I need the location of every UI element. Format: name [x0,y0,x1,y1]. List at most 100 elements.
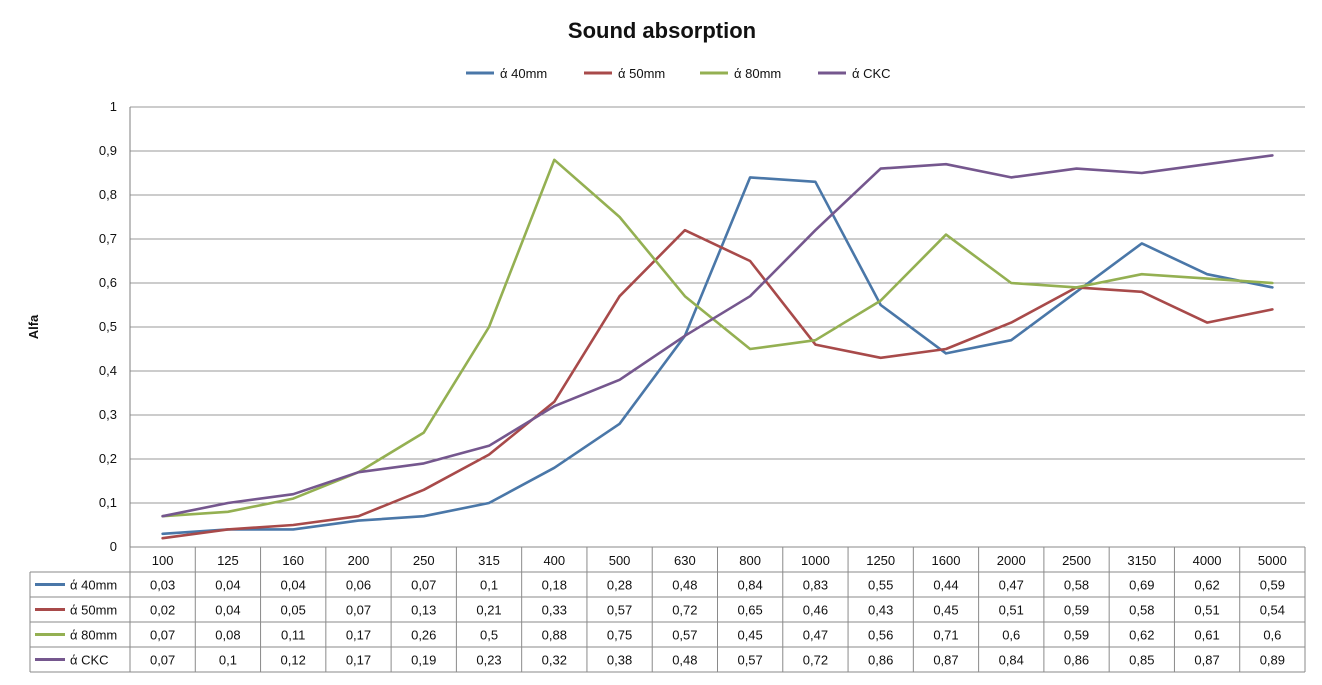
table-cell: 0,02 [150,603,175,618]
table-cell: 0,12 [281,653,306,668]
y-tick-label: 0,5 [99,319,117,334]
table-cell: 0,18 [542,578,567,593]
table-cell: 0,89 [1260,653,1285,668]
table-cell: 0,04 [281,578,306,593]
table-cell: 0,48 [672,653,697,668]
x-tick-label: 125 [217,553,239,568]
table-cell: 0,11 [281,628,305,643]
table-cell: 0,5 [480,628,498,643]
table-cell: 0,46 [803,603,828,618]
table-cell: 0,07 [346,603,371,618]
table-cell: 0,58 [1064,578,1089,593]
y-tick-label: 0,6 [99,275,117,290]
y-tick-label: 0,1 [99,495,117,510]
x-tick-label: 1000 [801,553,830,568]
table-cell: 0,86 [868,653,893,668]
table-cell: 0,57 [607,603,632,618]
table-row-header: ά 40mm [70,578,117,593]
table-cell: 0,06 [346,578,371,593]
table-cell: 0,54 [1260,603,1285,618]
y-tick-label: 0,7 [99,231,117,246]
legend-label-2: ά 50mm [618,66,665,81]
x-tick-label: 400 [543,553,565,568]
y-tick-label: 1 [110,99,117,114]
table-cell: 0,84 [999,653,1024,668]
data-table: 100 125 160 200 250 315 400 500 630 800 1000 1250 16… [29,546,1306,673]
table-row-header: ά CKC [70,653,109,668]
legend-label-1: ά 40mm [500,66,547,81]
y-tick-labels: 0 0,1 0,2 0,3 0,4 0,5 0,6 0,7 0,8 0,9 1 [99,99,117,554]
table-cell: 0,6 [1002,628,1020,643]
series-line-3 [161,158,1274,518]
x-tick-label: 630 [674,553,696,568]
y-tick-label: 0,8 [99,187,117,202]
series-lines [161,154,1274,540]
x-tick-label: 5000 [1258,553,1287,568]
table-cell: 0,05 [281,603,306,618]
series-line-1 [161,176,1274,536]
table-cell: 0,17 [346,653,371,668]
x-tick-label: 3150 [1127,553,1156,568]
table-cell: 0,45 [933,603,958,618]
x-tick-label: 800 [739,553,761,568]
y-tick-label: 0 [110,539,117,554]
y-tick-label: 0,4 [99,363,117,378]
table-cell: 0,59 [1064,603,1089,618]
table-cell: 0,43 [868,603,893,618]
table-cell: 0,84 [737,578,762,593]
table-cell: 0,45 [737,628,762,643]
chart-title: Sound absorption [568,18,756,43]
table-cell: 0,38 [607,653,632,668]
table-cell: 0,87 [933,653,958,668]
table-cell: 0,07 [411,578,436,593]
table-cell: 0,6 [1263,628,1281,643]
table-cell: 0,75 [607,628,632,643]
table-cell: 0,65 [737,603,762,618]
table-cell: 0,07 [150,653,175,668]
table-cell: 0,26 [411,628,436,643]
y-axis-label: Alfa [26,314,41,339]
x-tick-label: 200 [348,553,370,568]
x-tick-label: 2500 [1062,553,1091,568]
x-tick-label: 315 [478,553,500,568]
table-cell: 0,07 [150,628,175,643]
table-cell: 0,33 [542,603,567,618]
x-tick-label: 160 [282,553,304,568]
table-cell: 0,1 [480,578,498,593]
x-tick-label: 1600 [932,553,961,568]
table-cell: 0,55 [868,578,893,593]
table-cell: 0,13 [411,603,436,618]
x-tick-label: 2000 [997,553,1026,568]
table-cell: 0,44 [933,578,958,593]
table-row-header: ά 80mm [70,628,117,643]
table-cell: 0,04 [215,578,240,593]
table-cell: 0,71 [933,628,958,643]
table-cell: 0,59 [1064,628,1089,643]
table-cell: 0,51 [999,603,1024,618]
table-cell: 0,83 [803,578,828,593]
table-cell: 0,28 [607,578,632,593]
table-cell: 0,1 [219,653,237,668]
table-cell: 0,85 [1129,653,1154,668]
y-tick-label: 0,2 [99,451,117,466]
table-cell: 0,03 [150,578,175,593]
table-cell: 0,69 [1129,578,1154,593]
x-tick-label: 1250 [866,553,895,568]
table-row-header: ά 50mm [70,603,117,618]
series-line-2 [161,228,1274,540]
table-cell: 0,58 [1129,603,1154,618]
table-cell: 0,62 [1194,578,1219,593]
table-cell: 0,19 [411,653,436,668]
table-cell: 0,47 [803,628,828,643]
x-tick-label: 250 [413,553,435,568]
table-cell: 0,47 [999,578,1024,593]
gridlines [129,106,1305,548]
table-cell: 0,59 [1260,578,1285,593]
table-cell: 0,86 [1064,653,1089,668]
table-cell: 0,23 [476,653,501,668]
table-cell: 0,32 [542,653,567,668]
table-cell: 0,61 [1194,628,1219,643]
x-tick-label: 4000 [1193,553,1222,568]
